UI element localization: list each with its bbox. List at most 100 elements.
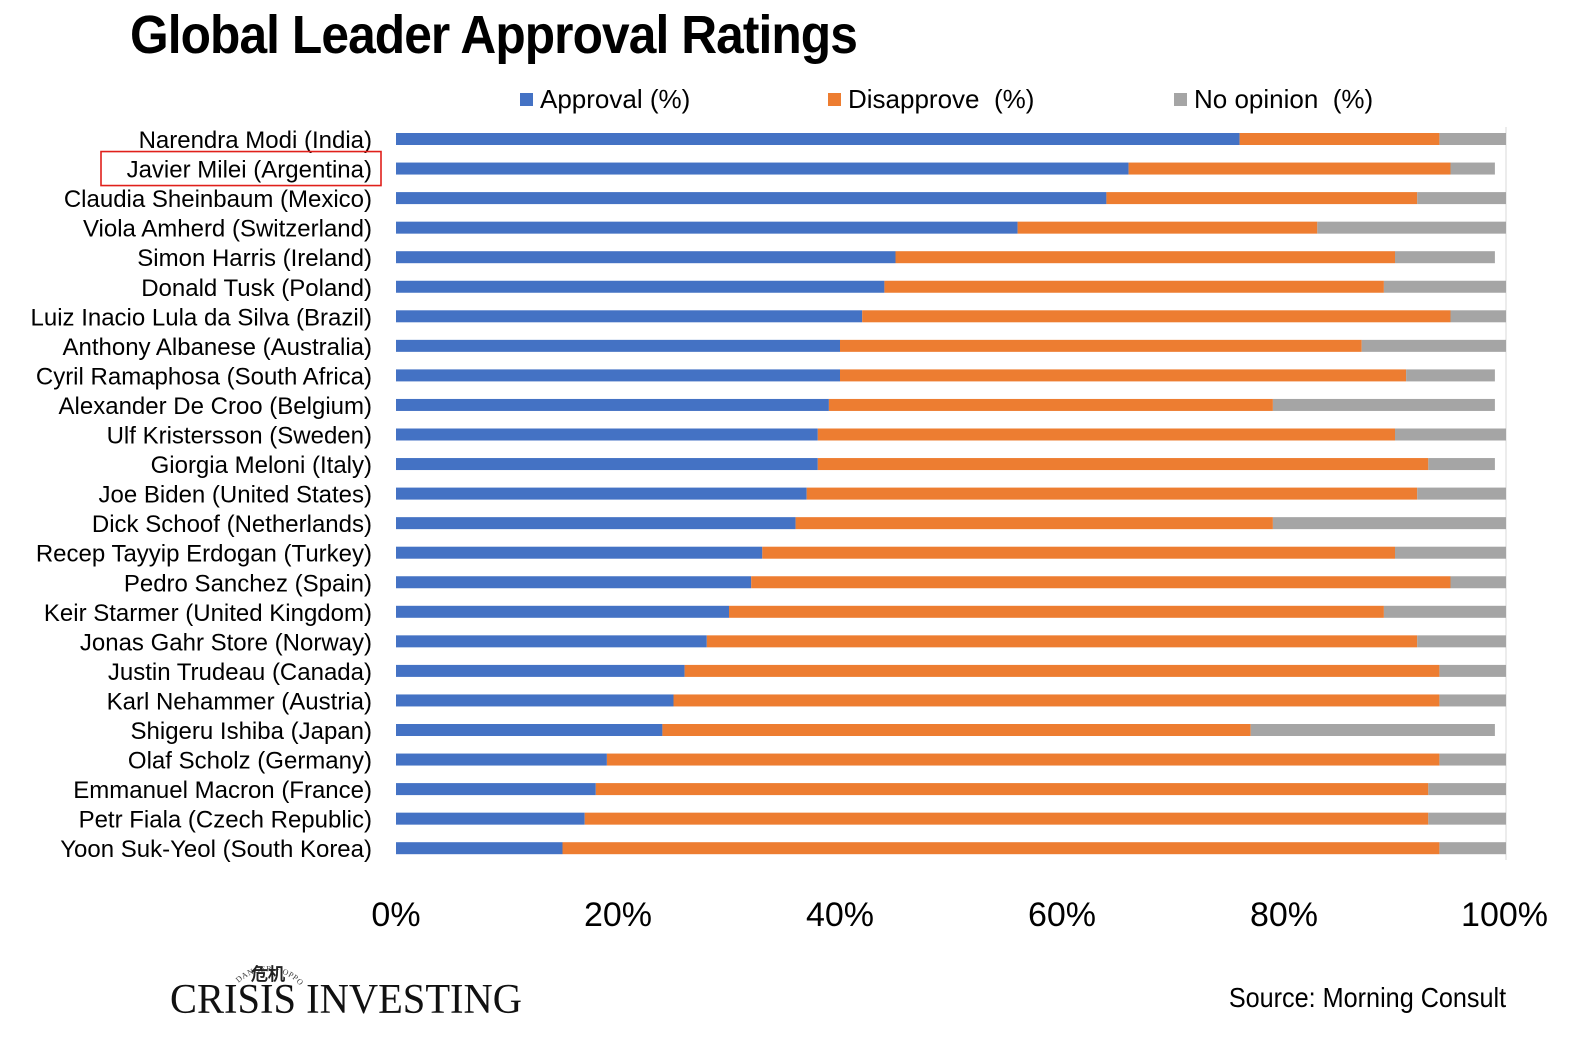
- bar-segment-no-opinion: [1450, 310, 1506, 323]
- bar-segment-disapprove: [706, 635, 1418, 648]
- bar-segment-disapprove: [795, 517, 1273, 530]
- chart-title: Global Leader Approval Ratings: [130, 5, 858, 65]
- bar-segment-no-opinion: [1395, 546, 1506, 559]
- logo-wordmark: CRISIS INVESTING: [170, 977, 522, 1023]
- category-label: Jonas Gahr Store (Norway): [80, 629, 372, 656]
- bar-segment-approval: [396, 221, 1018, 234]
- bar-segment-approval: [396, 753, 607, 766]
- bar-segment-approval: [396, 339, 840, 352]
- bar-segment-no-opinion: [1439, 133, 1506, 145]
- x-tick-label: 20%: [584, 896, 652, 934]
- bar-segment-disapprove: [817, 428, 1395, 441]
- bar-segment-disapprove: [1106, 192, 1418, 205]
- bar-segment-approval: [396, 251, 896, 264]
- bar-segment-approval: [396, 428, 818, 441]
- bar-segment-disapprove: [828, 398, 1273, 411]
- category-label: Donald Tusk (Poland): [141, 275, 372, 302]
- source-label: Source: Morning Consult: [1228, 982, 1506, 1013]
- category-label: Shigeru Ishiba (Japan): [131, 718, 372, 745]
- x-tick-label: 40%: [806, 896, 874, 934]
- crisis-investing-logo: DANGER + OPPORTUNITY 危机 CRISIS INVESTING: [170, 946, 522, 1023]
- category-label: Anthony Albanese (Australia): [62, 334, 372, 361]
- bar-segment-approval: [396, 576, 752, 589]
- bar-segment-no-opinion: [1417, 487, 1506, 500]
- category-label: Cyril Ramaphosa (South Africa): [36, 363, 372, 390]
- category-label: Narendra Modi (India): [139, 127, 372, 154]
- bar-segment-approval: [396, 842, 563, 855]
- bar-segment-approval: [396, 162, 1129, 175]
- bar-segment-approval: [396, 635, 707, 648]
- category-label: Joe Biden (United States): [99, 482, 372, 509]
- category-label: Yoon Suk-Yeol (South Korea): [60, 836, 372, 863]
- bar-segment-approval: [396, 310, 863, 323]
- bar-segment-no-opinion: [1272, 398, 1495, 411]
- bar-segment-disapprove: [1128, 162, 1451, 175]
- legend-swatch-no-opinion: [1174, 93, 1187, 106]
- bar-segment-approval: [396, 664, 685, 677]
- x-tick-label: 60%: [1028, 896, 1096, 934]
- logo-symbol: 危机: [250, 964, 285, 985]
- bar-segment-approval: [396, 487, 807, 500]
- category-label: Olaf Scholz (Germany): [128, 748, 372, 775]
- bar-segment-no-opinion: [1428, 812, 1506, 825]
- bar-segment-no-opinion: [1383, 605, 1506, 618]
- plot-area: [396, 127, 1507, 860]
- bar-segment-disapprove: [895, 251, 1395, 264]
- bar-segment-no-opinion: [1272, 517, 1506, 530]
- category-label: Alexander De Croo (Belgium): [59, 393, 372, 420]
- category-label: Recep Tayyip Erdogan (Turkey): [36, 541, 372, 568]
- bar-segment-disapprove: [762, 546, 1395, 559]
- bar-segment-no-opinion: [1417, 192, 1506, 205]
- category-label: Dick Schoof (Netherlands): [92, 511, 372, 538]
- bar-segment-disapprove: [806, 487, 1418, 500]
- bar-segment-approval: [396, 369, 840, 382]
- category-label: Claudia Sheinbaum (Mexico): [64, 186, 372, 213]
- bar-segment-approval: [396, 133, 1240, 145]
- legend-label-approval: Approval (%): [540, 84, 690, 114]
- bar-segment-disapprove: [662, 724, 1251, 736]
- bar-segment-approval: [396, 458, 818, 471]
- bar-segment-no-opinion: [1428, 783, 1506, 796]
- bar-segment-approval: [396, 783, 596, 796]
- bar-segment-disapprove: [884, 280, 1384, 293]
- category-axis: Narendra Modi (India) Javier Milei (Argen…: [31, 127, 382, 863]
- x-tick-label: 100%: [1461, 896, 1548, 934]
- bar-segment-disapprove: [606, 753, 1440, 766]
- bar-segment-no-opinion: [1439, 694, 1506, 707]
- legend-label-no-opinion: No opinion (%): [1194, 84, 1373, 114]
- category-label: Javier Milei (Argentina): [127, 157, 372, 184]
- category-label: Pedro Sanchez (Spain): [124, 570, 372, 597]
- x-tick-label: 0%: [371, 896, 420, 934]
- bar-segment-disapprove: [862, 310, 1451, 323]
- bar-segment-disapprove: [817, 458, 1429, 471]
- bar-segment-no-opinion: [1439, 664, 1506, 677]
- bar-segment-no-opinion: [1250, 724, 1495, 736]
- bar-segment-disapprove: [673, 694, 1440, 707]
- category-label: Karl Nehammer (Austria): [107, 688, 372, 715]
- bar-segment-no-opinion: [1361, 339, 1506, 352]
- bar-segment-no-opinion: [1450, 576, 1506, 589]
- bar-segment-disapprove: [1239, 133, 1440, 145]
- category-label: Luiz Inacio Lula da Silva (Brazil): [31, 304, 373, 331]
- bar-segment-approval: [396, 694, 674, 707]
- bar-segment-disapprove: [595, 783, 1429, 796]
- bar-segment-approval: [396, 724, 663, 736]
- bar-segment-disapprove: [751, 576, 1451, 589]
- category-label: Giorgia Meloni (Italy): [151, 452, 372, 479]
- bar-segment-approval: [396, 517, 796, 530]
- bar-segment-approval: [396, 280, 885, 293]
- category-label: Justin Trudeau (Canada): [108, 659, 372, 686]
- bar-segment-disapprove: [562, 842, 1440, 855]
- category-label: Viola Amherd (Switzerland): [83, 216, 372, 243]
- bar-segment-no-opinion: [1439, 753, 1506, 766]
- legend-label-disapprove: Disapprove (%): [848, 84, 1034, 114]
- bar-segment-no-opinion: [1317, 221, 1506, 234]
- bar-segment-approval: [396, 546, 763, 559]
- bar-segment-approval: [396, 812, 585, 825]
- bar-segment-no-opinion: [1450, 162, 1495, 175]
- bar-segment-disapprove: [584, 812, 1429, 825]
- bar-segment-approval: [396, 398, 829, 411]
- bar-segment-approval: [396, 192, 1107, 205]
- bar-segment-disapprove: [840, 369, 1407, 382]
